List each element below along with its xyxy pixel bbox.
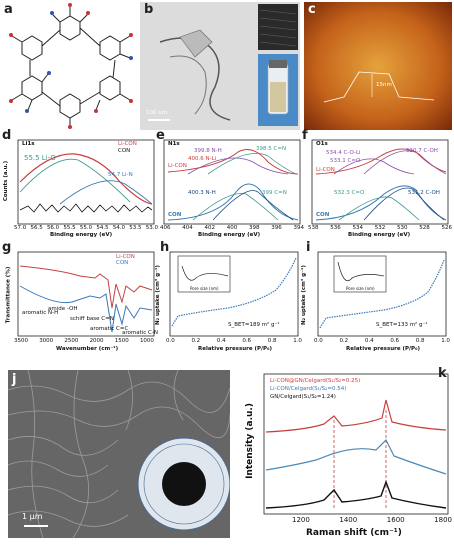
panel-d: d Li1s Li-CON CON 55.5 Li-O 54.7 Li-N 57… [0,128,158,240]
panel-e: e N1s 399.8 N-H 398.5 C=N 400.6 N-Li Li-… [156,128,304,240]
peak-label: 530.7 C-OH [406,148,438,154]
chart-title: N1s [168,141,180,147]
sbet-label: S_BET=133 m² g⁻¹ [376,322,428,328]
peak-label: 399 C=N [262,190,287,196]
series-label-li-con: Li-CON [168,163,187,169]
legend-li-con-gn: Li-CON@GN/Celgard(S₁/S₂=0.25) [270,378,361,384]
legend-con: CON [116,260,129,266]
x-ticks: 57.0 56.5 56.0 55.5 55.0 54.5 54.0 53.5 … [14,225,158,231]
x-ticks: 0.0 0.2 0.4 0.6 0.8 1.0 [166,338,302,344]
series-con [19,285,153,333]
legend-li-con: Li-CON/Celgard(S₁/S₂=0.54) [270,386,347,392]
xps-n1s-chart [163,139,301,225]
bet-isotherm-chart [169,251,299,337]
peak-label: 531.2 C-OH [408,190,440,196]
tem-image [140,2,300,130]
annotation: aromatic C=C [90,326,129,332]
panel-a: a [0,0,140,130]
legend-li-con: Li-CON [118,141,137,147]
bet-isotherm-chart [317,251,447,337]
panel-label: i [306,240,311,255]
sbet-label: S_BET=189 m² g⁻¹ [228,322,280,328]
panel-h: h Pore size (nm) S_BET=189 m² g⁻¹ 0.0 0.… [154,240,304,356]
legend-li-con: Li-CON [116,254,135,260]
panel-label: a [4,2,13,17]
peak-label: 534.4 C-O-Li [326,150,361,156]
chart-title: O1s [316,141,328,147]
series-con [19,203,153,213]
x-ticks: 1200 1400 1600 1800 [292,516,452,524]
annotation: aromatic C-N [122,330,158,336]
series-label-con: CON [168,212,182,218]
series-gn [265,479,447,509]
raman-chart [263,373,449,515]
panel-g: g Li-CON CON amide -OH aromatic N-H schi… [0,240,158,356]
peak-label: 400.6 N-Li [188,156,217,162]
panel-label: d [2,128,12,143]
inset-x-label: Pore size (nm) [346,286,375,291]
panel-k: k Li-CON@GN/Celgard(S₁/S₂=0.25) Li-CON/C… [236,366,454,548]
x-axis-label: Binding energy (eV) [50,232,113,238]
ftir-chart [17,251,155,337]
legend-con: CON [118,148,131,154]
xps-li1s-chart [17,139,155,225]
x-axis-label: Wavenumber (cm⁻¹) [56,346,119,352]
chart-title: Li1s [22,141,35,147]
panel-f: f O1s 534.4 C-O-Li 530.7 C-OH 533.1 C=O … [302,128,454,240]
fit-li-o [19,158,131,203]
peak-label: 532.3 C=O [334,190,365,196]
panel-i: i Pore size (nm) S_BET=133 m² g⁻¹ 0.0 0.… [300,240,454,356]
annotation: amide -OH [48,306,78,312]
series-li-con-gn [265,399,447,433]
x-ticks: 538 536 534 532 530 528 526 [308,225,452,231]
y-axis-label: N₂ uptake (cm³ g⁻¹) [154,265,161,325]
xps-o1s-chart [311,139,449,225]
panel-b: b 100 nm [140,2,300,130]
peak-label: 533.1 C=O [330,158,361,164]
annotation: aromatic N-H [22,310,59,316]
peak-label: 398.5 C=N [256,146,287,152]
panel-label: c [308,2,316,17]
x-ticks: 406 404 402 400 398 396 394 [160,225,304,231]
panel-label: k [438,366,447,381]
panel-c: c 15nm [304,2,452,130]
panel-label: h [160,240,170,255]
panel-label: e [156,128,165,143]
series-li-con [265,438,447,475]
y-axis-label: Counts (a.u.) [3,160,10,202]
x-axis-label: Relative pressure (P/P₀) [198,346,273,352]
scale-bar-label: 1 μm [22,512,43,521]
peak-label: 400.3 N-H [188,190,216,196]
molecular-structure [9,3,133,129]
y-axis-label: Intensity (a.u.) [244,403,255,479]
annotation: schiff base C=N [70,316,114,322]
y-axis-label: Transmittance (%) [5,266,12,324]
series-label-con: CON [316,212,330,218]
afm-image [304,2,452,130]
panel-label: b [144,2,154,17]
series-li-con [19,153,153,205]
x-ticks: 0.0 0.2 0.4 0.6 0.8 1.0 [314,338,450,344]
peak-label: 399.8 N-H [194,148,222,154]
panel-j: j 1 μm [8,370,230,538]
legend-gn: GN/Celgard(S₁/S₂=1.24) [270,394,336,400]
x-axis-label: Binding energy (eV) [348,232,411,238]
peak-label: 54.7 Li-N [108,172,133,178]
x-ticks: 3500 3000 2500 2000 1500 1000 [14,338,154,344]
panel-label: g [2,240,12,255]
series-label-li-con: Li-CON [316,167,335,173]
y-axis-label: N₂ uptake (cm³ g⁻¹) [300,265,307,325]
panel-label: f [302,128,308,143]
sem-image [8,370,230,538]
fit-li-n [59,180,153,205]
panel-label: j [12,372,17,387]
inset-x-label: Pore size (nm) [190,286,219,291]
peak-label: 55.5 Li-O [24,154,56,162]
x-axis-label: Raman shift (cm⁻¹) [306,528,402,538]
scale-bar-label: 100 nm [146,110,168,116]
x-axis-label: Binding energy (eV) [198,232,261,238]
series-li-con [19,265,153,309]
x-axis-label: Relative pressure (P/P₀) [346,346,421,352]
height-label: 15nm [376,82,392,88]
